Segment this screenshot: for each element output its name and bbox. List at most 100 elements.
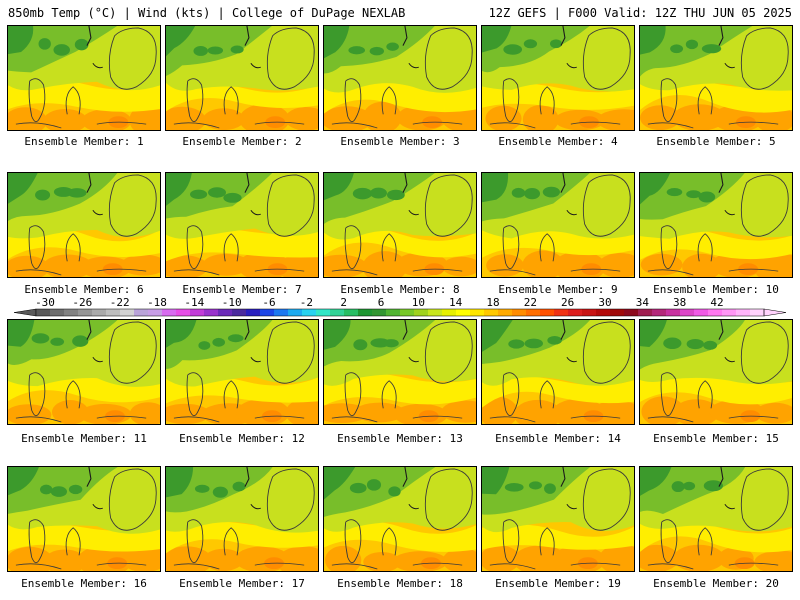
ensemble-panel[interactable] (481, 466, 635, 572)
ensemble-panel[interactable] (639, 319, 793, 425)
colorbar-swatch (288, 309, 303, 316)
ensemble-panel[interactable] (165, 319, 319, 425)
ensemble-panel[interactable] (639, 466, 793, 572)
ensemble-panel[interactable] (639, 25, 793, 131)
ensemble-member-label: Ensemble Member: 15 (653, 432, 779, 445)
temperature-field (8, 320, 160, 424)
colorbar-min-arrow (14, 308, 37, 317)
ensemble-panel[interactable] (481, 25, 635, 131)
temperature-field (166, 320, 318, 424)
map-title: 850mb Temp (°C) | Wind (kts) | College o… (8, 6, 406, 20)
colorbar-swatch (246, 309, 261, 316)
colorbar-swatch (190, 309, 205, 316)
ensemble-panel[interactable] (323, 25, 477, 131)
ensemble-panel[interactable] (639, 172, 793, 278)
ensemble-panel[interactable] (7, 172, 161, 278)
colorbar-swatch (582, 309, 597, 316)
temperature-field (324, 467, 476, 571)
colorbar-swatch (484, 309, 499, 316)
colorbar-swatch (134, 309, 149, 316)
ensemble-panel[interactable] (323, 466, 477, 572)
temperature-field (324, 320, 476, 424)
ensemble-member-label: Ensemble Member: 1 (24, 135, 144, 148)
temperature-field (324, 26, 476, 130)
colorbar-swatch (512, 309, 527, 316)
temperature-field (324, 173, 476, 277)
colorbar-swatch (498, 309, 513, 316)
colorbar-swatch (428, 309, 443, 316)
ensemble-member-label: Ensemble Member: 12 (179, 432, 305, 445)
ensemble-panel[interactable] (7, 25, 161, 131)
colorbar-swatch (36, 309, 51, 316)
ensemble-member-label: Ensemble Member: 3 (340, 135, 460, 148)
colorbar-swatch (652, 309, 667, 316)
colorbar-swatch (106, 309, 121, 316)
colorbar-swatch (92, 309, 107, 316)
colorbar-swatch (302, 309, 317, 316)
colorbar-swatch (50, 309, 65, 316)
ensemble-panel[interactable] (481, 319, 635, 425)
colorbar-swatch (540, 309, 555, 316)
colorbar-swatch (526, 309, 541, 316)
temperature-field (482, 467, 634, 571)
colorbar-swatch (344, 309, 359, 316)
colorbar-swatch (176, 309, 191, 316)
colorbar-swatch (750, 309, 765, 316)
ensemble-member-label: Ensemble Member: 8 (340, 283, 460, 296)
colorbar-swatch (64, 309, 79, 316)
ensemble-panel[interactable] (165, 172, 319, 278)
ensemble-member-label: Ensemble Member: 17 (179, 577, 305, 590)
temperature-field (166, 26, 318, 130)
ensemble-panel[interactable] (323, 172, 477, 278)
colorbar-swatch (568, 309, 583, 316)
ensemble-member-label: Ensemble Member: 6 (24, 283, 144, 296)
ensemble-member-label: Ensemble Member: 11 (21, 432, 147, 445)
colorbar-tick-label: 2 (340, 297, 347, 309)
colorbar-swatch (610, 309, 625, 316)
colorbar-tick-label: -2 (300, 297, 313, 309)
temperature-field (8, 467, 160, 571)
colorbar-swatch (470, 309, 485, 316)
colorbar-swatch (120, 309, 135, 316)
ensemble-member-label: Ensemble Member: 13 (337, 432, 463, 445)
ensemble-member-label: Ensemble Member: 14 (495, 432, 621, 445)
colorbar-swatch (680, 309, 695, 316)
colorbar-swatch (78, 309, 93, 316)
temperature-field (640, 26, 792, 130)
ensemble-panel[interactable] (165, 466, 319, 572)
colorbar-swatch (372, 309, 387, 316)
temperature-field (166, 467, 318, 571)
colorbar-swatch (442, 309, 457, 316)
colorbar-swatch (358, 309, 373, 316)
ensemble-member-label: Ensemble Member: 16 (21, 577, 147, 590)
colorbar-tick-label: 30 (598, 297, 611, 309)
colorbar-swatch (708, 309, 723, 316)
colorbar-tick-label: 18 (486, 297, 499, 309)
colorbar-swatch (722, 309, 737, 316)
temperature-field (640, 320, 792, 424)
colorbar-tick-label: 10 (412, 297, 425, 309)
ensemble-panel[interactable] (323, 319, 477, 425)
ensemble-panel[interactable] (481, 172, 635, 278)
temperature-field (8, 26, 160, 130)
colorbar-swatch (638, 309, 653, 316)
colorbar-tick-label: -26 (72, 297, 92, 309)
ensemble-panel[interactable] (7, 319, 161, 425)
temperature-field (640, 173, 792, 277)
colorbar-tick-label: -30 (35, 297, 55, 309)
colorbar-tick-label: 26 (561, 297, 574, 309)
ensemble-member-label: Ensemble Member: 4 (498, 135, 618, 148)
colorbar-swatch (274, 309, 289, 316)
colorbar-swatch (232, 309, 247, 316)
colorbar-swatch (694, 309, 709, 316)
ensemble-member-label: Ensemble Member: 2 (182, 135, 302, 148)
ensemble-panel[interactable] (7, 466, 161, 572)
colorbar-swatch (736, 309, 751, 316)
ensemble-member-label: Ensemble Member: 7 (182, 283, 302, 296)
colorbar-swatch (386, 309, 401, 316)
colorbar-swatch (218, 309, 233, 316)
colorbar-swatch (624, 309, 639, 316)
colorbar-swatch (666, 309, 681, 316)
ensemble-member-label: Ensemble Member: 9 (498, 283, 618, 296)
ensemble-panel[interactable] (165, 25, 319, 131)
